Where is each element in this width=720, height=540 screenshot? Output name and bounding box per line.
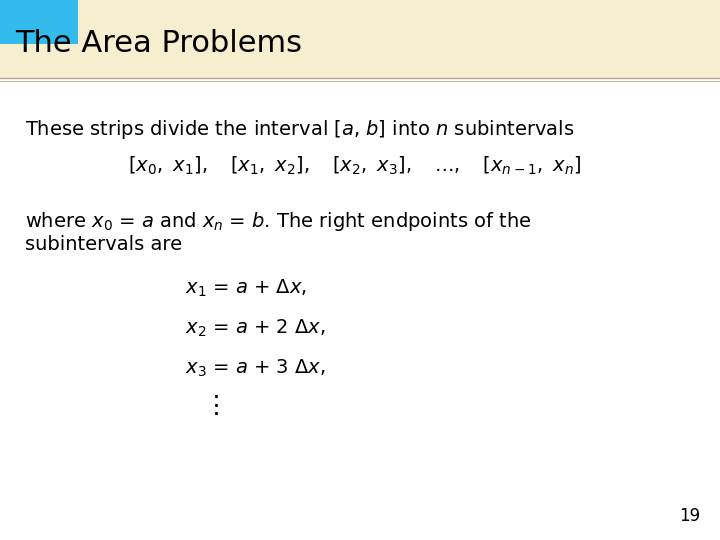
- Text: $x_2$ = $a$ + 2 $\Delta x$,: $x_2$ = $a$ + 2 $\Delta x$,: [185, 318, 325, 339]
- Text: The Area Problems: The Area Problems: [15, 29, 302, 57]
- Text: $\vdots$: $\vdots$: [203, 394, 219, 418]
- Text: where $x_0$ = $a$ and $x_n$ = $b$. The right endpoints of the: where $x_0$ = $a$ and $x_n$ = $b$. The r…: [25, 210, 531, 233]
- Text: $x_3$ = $a$ + 3 $\Delta x$,: $x_3$ = $a$ + 3 $\Delta x$,: [185, 358, 325, 379]
- Text: $x_1$ = $a$ + $\Delta x$,: $x_1$ = $a$ + $\Delta x$,: [185, 278, 307, 299]
- Text: 19: 19: [679, 507, 700, 525]
- Text: These strips divide the interval [$a$, $b$] into $n$ subintervals: These strips divide the interval [$a$, $…: [25, 118, 575, 141]
- Bar: [0, 0, 720, 78]
- Text: subintervals are: subintervals are: [25, 235, 182, 254]
- Bar: [0, 0, 78, 44]
- Text: $[x_0,\ x_1],$$\quad [x_1,\ x_2],$$\quad [x_2,\ x_3],$$\quad \ldots ,$$\quad [x_: $[x_0,\ x_1],$$\quad [x_1,\ x_2],$$\quad…: [128, 155, 582, 177]
